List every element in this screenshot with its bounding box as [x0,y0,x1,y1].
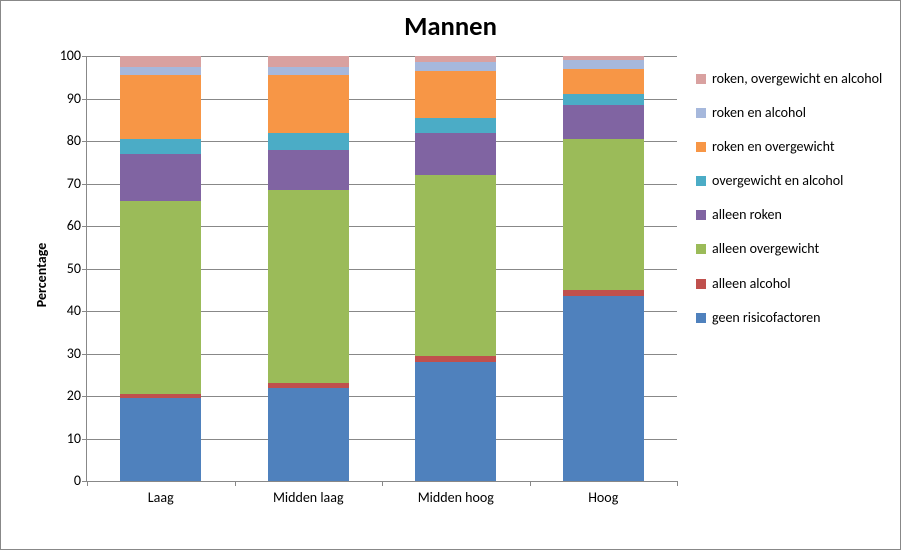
y-tick-label: 60 [45,217,81,234]
segment-roken_overgewicht_en_alcohol [268,56,349,67]
legend-item-roken_en_overgewicht: roken en overgewicht [696,139,891,155]
y-tick-label: 20 [45,387,81,404]
y-tick-mark [82,56,87,57]
y-tick-mark [82,354,87,355]
legend-item-geen_risicofactoren: geen risicofactoren [696,310,891,326]
legend-item-alleen_roken: alleen roken [696,207,891,223]
segment-roken_en_alcohol [120,67,201,76]
legend-label: alleen overgewicht [712,241,819,257]
x-category-label: Laag [87,489,235,506]
y-tick-label: 0 [45,472,81,489]
segment-roken_en_overgewicht [120,75,201,139]
legend-label: roken en alcohol [712,105,806,121]
x-tick-mark [530,481,531,486]
segment-roken_en_overgewicht [415,71,496,118]
segment-alleen_overgewicht [563,139,644,290]
segment-geen_risicofactoren [120,398,201,481]
legend-label: geen risicofactoren [712,310,820,326]
segment-alleen_roken [415,133,496,176]
segment-alleen_overgewicht [415,175,496,356]
segment-alleen_alcohol [120,394,201,398]
segment-alleen_roken [268,150,349,190]
legend-swatch [696,176,706,186]
y-tick-label: 10 [45,430,81,447]
y-tick-label: 30 [45,345,81,362]
segment-roken_en_alcohol [268,67,349,76]
segment-roken_overgewicht_en_alcohol [563,56,644,60]
segment-roken_overgewicht_en_alcohol [415,56,496,62]
segment-alleen_overgewicht [120,201,201,394]
legend-label: roken en overgewicht [712,139,835,155]
y-tick-label: 70 [45,175,81,192]
segment-alleen_roken [120,154,201,201]
segment-alleen_alcohol [415,356,496,362]
segment-roken_en_overgewicht [563,69,644,95]
y-tick-label: 40 [45,302,81,319]
segment-overgewicht_en_alcohol [120,139,201,154]
x-tick-mark [382,481,383,486]
x-category-label: Midden laag [235,489,383,506]
segment-overgewicht_en_alcohol [563,94,644,105]
y-tick-mark [82,396,87,397]
x-tick-mark [87,481,88,486]
segment-roken_en_overgewicht [268,75,349,132]
legend-swatch [696,210,706,220]
segment-roken_en_alcohol [563,60,644,69]
legend-swatch [696,313,706,323]
legend: roken, overgewicht en alcohol roken en al… [696,71,891,344]
legend-label: alleen alcohol [712,276,791,292]
y-tick-label: 90 [45,90,81,107]
y-tick-label: 50 [45,260,81,277]
segment-roken_en_alcohol [415,62,496,71]
legend-swatch [696,142,706,152]
bar-hoog [563,56,644,481]
chart-title: Mannen [1,11,900,43]
chart-container: Mannen Percentage 0102030405060708090100… [0,0,901,550]
legend-item-alleen_alcohol: alleen alcohol [696,276,891,292]
y-tick-label: 100 [45,47,81,64]
y-tick-mark [82,99,87,100]
segment-alleen_alcohol [268,383,349,387]
segment-geen_risicofactoren [563,296,644,481]
legend-label: roken, overgewicht en alcohol [712,71,882,87]
segment-alleen_roken [563,105,644,139]
y-tick-mark [82,141,87,142]
segment-geen_risicofactoren [268,388,349,482]
legend-item-roken_overgewicht_en_alcohol: roken, overgewicht en alcohol [696,71,891,87]
segment-roken_overgewicht_en_alcohol [120,56,201,67]
y-tick-mark [82,439,87,440]
legend-item-roken_en_alcohol: roken en alcohol [696,105,891,121]
x-category-label: Hoog [530,489,678,506]
segment-alleen_alcohol [563,290,644,296]
legend-item-alleen_overgewicht: alleen overgewicht [696,241,891,257]
segment-overgewicht_en_alcohol [415,118,496,133]
bar-midden-hoog [415,56,496,481]
legend-swatch [696,108,706,118]
plot-area: 0102030405060708090100LaagMidden laagMid… [86,56,677,482]
y-tick-mark [82,184,87,185]
y-tick-label: 80 [45,132,81,149]
x-category-label: Midden hoog [382,489,530,506]
x-tick-mark [235,481,236,486]
legend-swatch [696,244,706,254]
segment-geen_risicofactoren [415,362,496,481]
segment-overgewicht_en_alcohol [268,133,349,150]
legend-label: overgewicht en alcohol [712,173,843,189]
y-tick-mark [82,311,87,312]
bar-laag [120,56,201,481]
segment-alleen_overgewicht [268,190,349,383]
legend-item-overgewicht_en_alcohol: overgewicht en alcohol [696,173,891,189]
y-tick-mark [82,226,87,227]
y-tick-mark [82,269,87,270]
bar-midden-laag [268,56,349,481]
legend-swatch [696,74,706,84]
legend-swatch [696,279,706,289]
legend-label: alleen roken [712,207,782,223]
x-tick-mark [677,481,678,486]
